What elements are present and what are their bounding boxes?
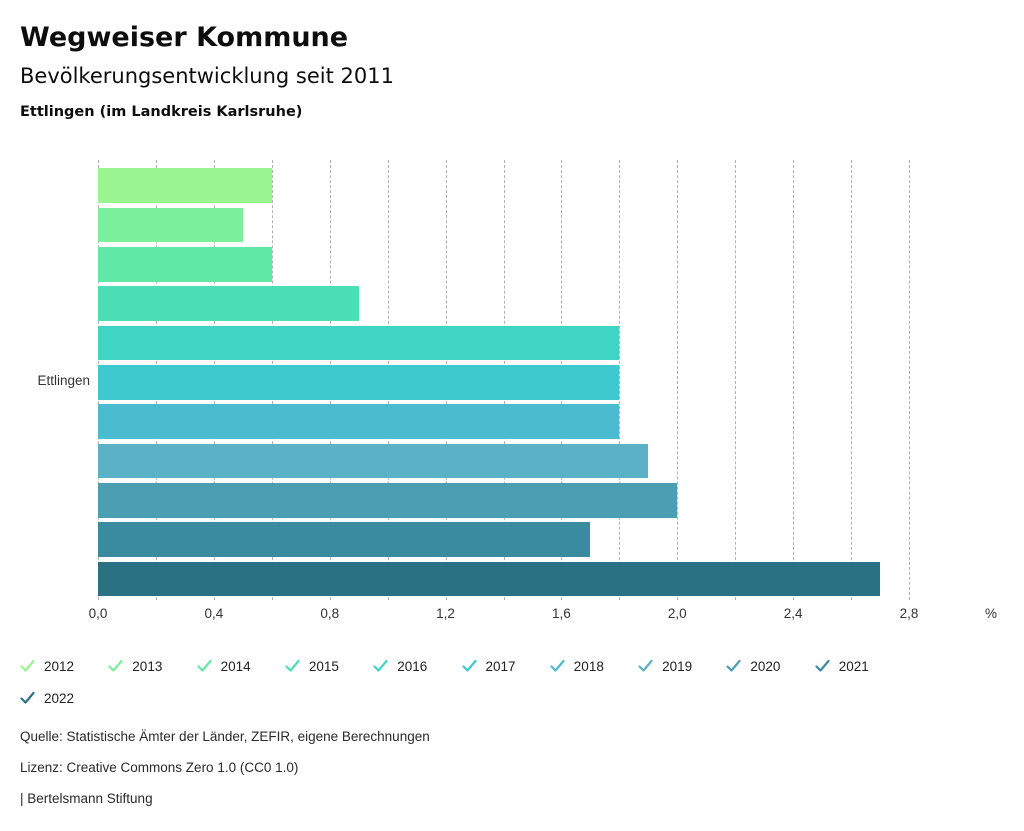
- legend-label: 2017: [485, 658, 516, 674]
- footer-attribution: | Bertelsmann Stiftung: [20, 791, 153, 806]
- legend-label: 2014: [220, 658, 251, 674]
- legend-item-2013[interactable]: 2013: [108, 658, 162, 674]
- grid-line: [793, 160, 795, 600]
- bar-2022[interactable]: [98, 561, 881, 597]
- bar-2021[interactable]: [98, 522, 591, 557]
- x-axis-tick-label: 2,8: [899, 606, 919, 621]
- footer-source: Quelle: Statistische Ämter der Länder, Z…: [20, 729, 430, 744]
- legend-item-2022[interactable]: 2022: [20, 690, 74, 706]
- check-icon: [285, 659, 300, 672]
- bar-2017[interactable]: [98, 365, 620, 400]
- legend-item-2019[interactable]: 2019: [638, 658, 692, 674]
- check-icon: [373, 659, 388, 672]
- check-icon: [20, 659, 35, 672]
- bar-2020[interactable]: [98, 483, 678, 518]
- grid-line: [735, 160, 737, 600]
- check-icon: [20, 691, 35, 704]
- legend-label: 2022: [44, 690, 75, 706]
- bar-2016[interactable]: [98, 325, 620, 361]
- x-axis-tick-label: 1,2: [436, 606, 455, 621]
- legend-item-2021[interactable]: 2021: [815, 658, 869, 674]
- x-axis-tick-label: 2,4: [783, 606, 803, 621]
- check-icon: [815, 659, 830, 672]
- chart-title: Bevölkerungsentwicklung seit 2011: [20, 64, 394, 88]
- bar-2013[interactable]: [98, 207, 243, 243]
- grid-line: [851, 160, 853, 600]
- plot-area: [98, 160, 910, 600]
- legend-item-2018[interactable]: 2018: [550, 658, 604, 674]
- grid-line: [677, 160, 679, 600]
- check-icon: [726, 659, 741, 672]
- grid-line: [619, 160, 621, 600]
- x-axis-tick-label: 0,4: [204, 606, 224, 621]
- footer-license: Lizenz: Creative Commons Zero 1.0 (CC0 1…: [20, 760, 299, 775]
- x-axis-tick-label: 1,6: [552, 606, 571, 621]
- legend-label: 2019: [662, 658, 693, 674]
- bar-2015[interactable]: [98, 286, 359, 321]
- axis-unit-label: %: [984, 606, 997, 621]
- bar-2019[interactable]: [98, 443, 649, 479]
- legend-item-2014[interactable]: 2014: [196, 658, 251, 674]
- x-axis-tick-label: 0,8: [320, 606, 340, 621]
- check-icon: [108, 659, 123, 672]
- grid-line: [909, 160, 910, 600]
- check-icon: [550, 659, 565, 672]
- region-subtitle: Ettlingen (im Landkreis Karlsruhe): [20, 104, 303, 120]
- legend-label: 2021: [838, 658, 869, 674]
- bar-2018[interactable]: [98, 404, 620, 439]
- legend-label: 2012: [44, 658, 75, 674]
- legend-item-2015[interactable]: 2015: [285, 658, 339, 674]
- legend-label: 2018: [573, 658, 604, 674]
- check-icon: [638, 659, 653, 672]
- bar-2014[interactable]: [98, 247, 272, 282]
- bar-2012[interactable]: [98, 168, 272, 203]
- legend-label: 2015: [308, 658, 339, 674]
- legend-label: 2013: [132, 658, 163, 674]
- legend-item-2020[interactable]: 2020: [726, 658, 780, 674]
- check-icon: [461, 659, 477, 672]
- legend-label: 2020: [750, 658, 781, 674]
- x-axis-tick-label: 0,0: [88, 606, 108, 621]
- x-axis-tick-label: 2,0: [667, 606, 687, 621]
- y-axis-label: Ettlingen: [37, 373, 90, 388]
- page-title: Wegweiser Kommune: [20, 22, 349, 53]
- legend-item-2016[interactable]: 2016: [373, 658, 427, 674]
- check-icon: [196, 659, 212, 672]
- legend-item-2017[interactable]: 2017: [461, 658, 516, 674]
- legend-label: 2016: [397, 658, 428, 674]
- legend-item-2012[interactable]: 2012: [20, 658, 74, 674]
